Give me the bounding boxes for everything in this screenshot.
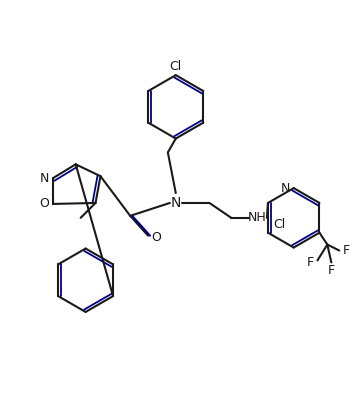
Text: F: F <box>342 244 350 257</box>
Text: Cl: Cl <box>274 218 286 231</box>
Text: F: F <box>328 264 335 277</box>
Text: Cl: Cl <box>170 60 182 73</box>
Text: N: N <box>171 196 181 210</box>
Text: N: N <box>281 182 290 194</box>
Text: F: F <box>307 256 314 269</box>
Text: NH: NH <box>248 211 266 224</box>
Text: O: O <box>39 198 49 210</box>
Text: O: O <box>151 231 161 244</box>
Text: N: N <box>39 172 49 185</box>
